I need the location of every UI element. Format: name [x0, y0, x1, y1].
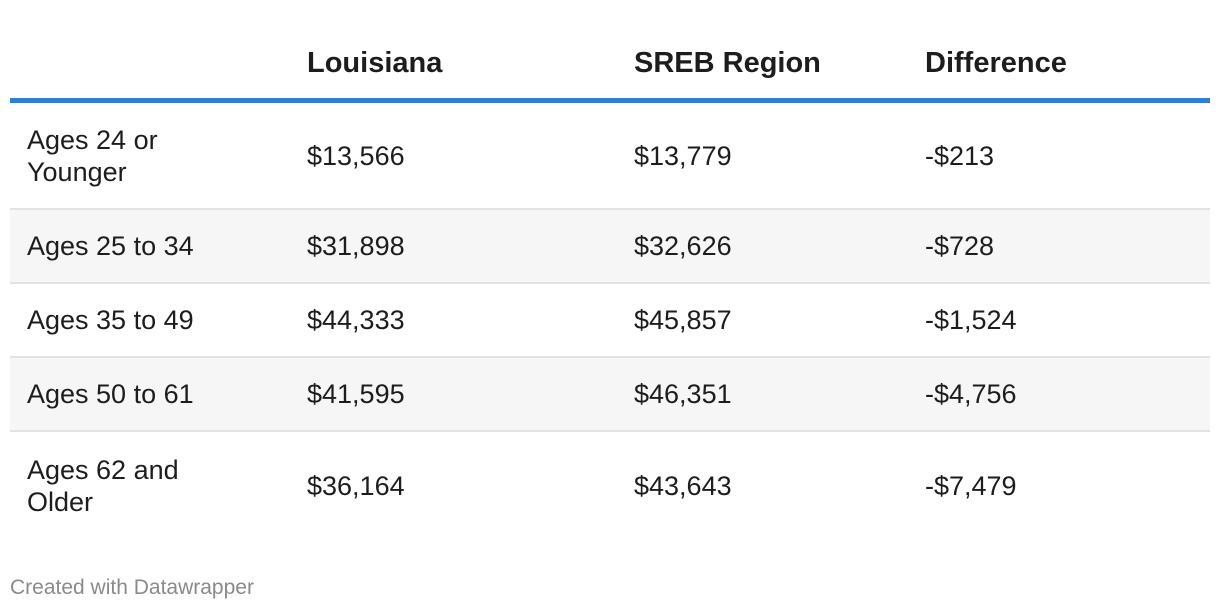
difference-value: -$213: [925, 140, 995, 171]
sreb-value: $13,779: [634, 140, 732, 171]
table-row: Ages 24 or Younger $13,566 $13,779 -$213: [10, 103, 1210, 210]
table-row: Ages 35 to 49 $44,333 $45,857 -$1,524: [10, 284, 1210, 358]
data-table: Louisiana SREB Region Difference Ages 24…: [10, 0, 1210, 517]
row-label: Ages 35 to 49: [27, 305, 194, 335]
difference-value: -$7,479: [925, 470, 1017, 501]
louisiana-value: $41,595: [307, 379, 405, 409]
header-divider: [10, 98, 1210, 103]
credit-footer: Created with Datawrapper: [10, 576, 254, 599]
difference-value: -$4,756: [925, 379, 1017, 409]
header-cell-louisiana: Louisiana: [307, 47, 443, 79]
sreb-value: $46,351: [634, 379, 732, 409]
louisiana-value: $13,566: [307, 140, 405, 171]
sreb-value: $32,626: [634, 231, 732, 261]
difference-value: -$1,524: [925, 305, 1017, 335]
header-cell-difference: Difference: [925, 47, 1067, 79]
difference-value: -$728: [925, 231, 995, 261]
header-cell-sreb-region: SREB Region: [634, 47, 821, 79]
table-row: Ages 25 to 34 $31,898 $32,626 -$728: [10, 210, 1210, 284]
sreb-value: $43,643: [634, 470, 732, 501]
table-row: Ages 62 and Older $36,164 $43,643 -$7,47…: [10, 432, 1210, 539]
row-label: Ages 50 to 61: [27, 379, 194, 409]
table-header: Louisiana SREB Region Difference: [10, 0, 1210, 98]
row-label: Ages 25 to 34: [27, 231, 194, 261]
louisiana-value: $44,333: [307, 305, 405, 335]
row-label: Ages 62 and Older: [27, 454, 179, 517]
table-body: Ages 24 or Younger $13,566 $13,779 -$213…: [10, 103, 1210, 539]
louisiana-value: $36,164: [307, 470, 405, 501]
row-label: Ages 24 or Younger: [27, 124, 158, 187]
louisiana-value: $31,898: [307, 231, 405, 261]
table-row: Ages 50 to 61 $41,595 $46,351 -$4,756: [10, 358, 1210, 432]
sreb-value: $45,857: [634, 305, 732, 335]
